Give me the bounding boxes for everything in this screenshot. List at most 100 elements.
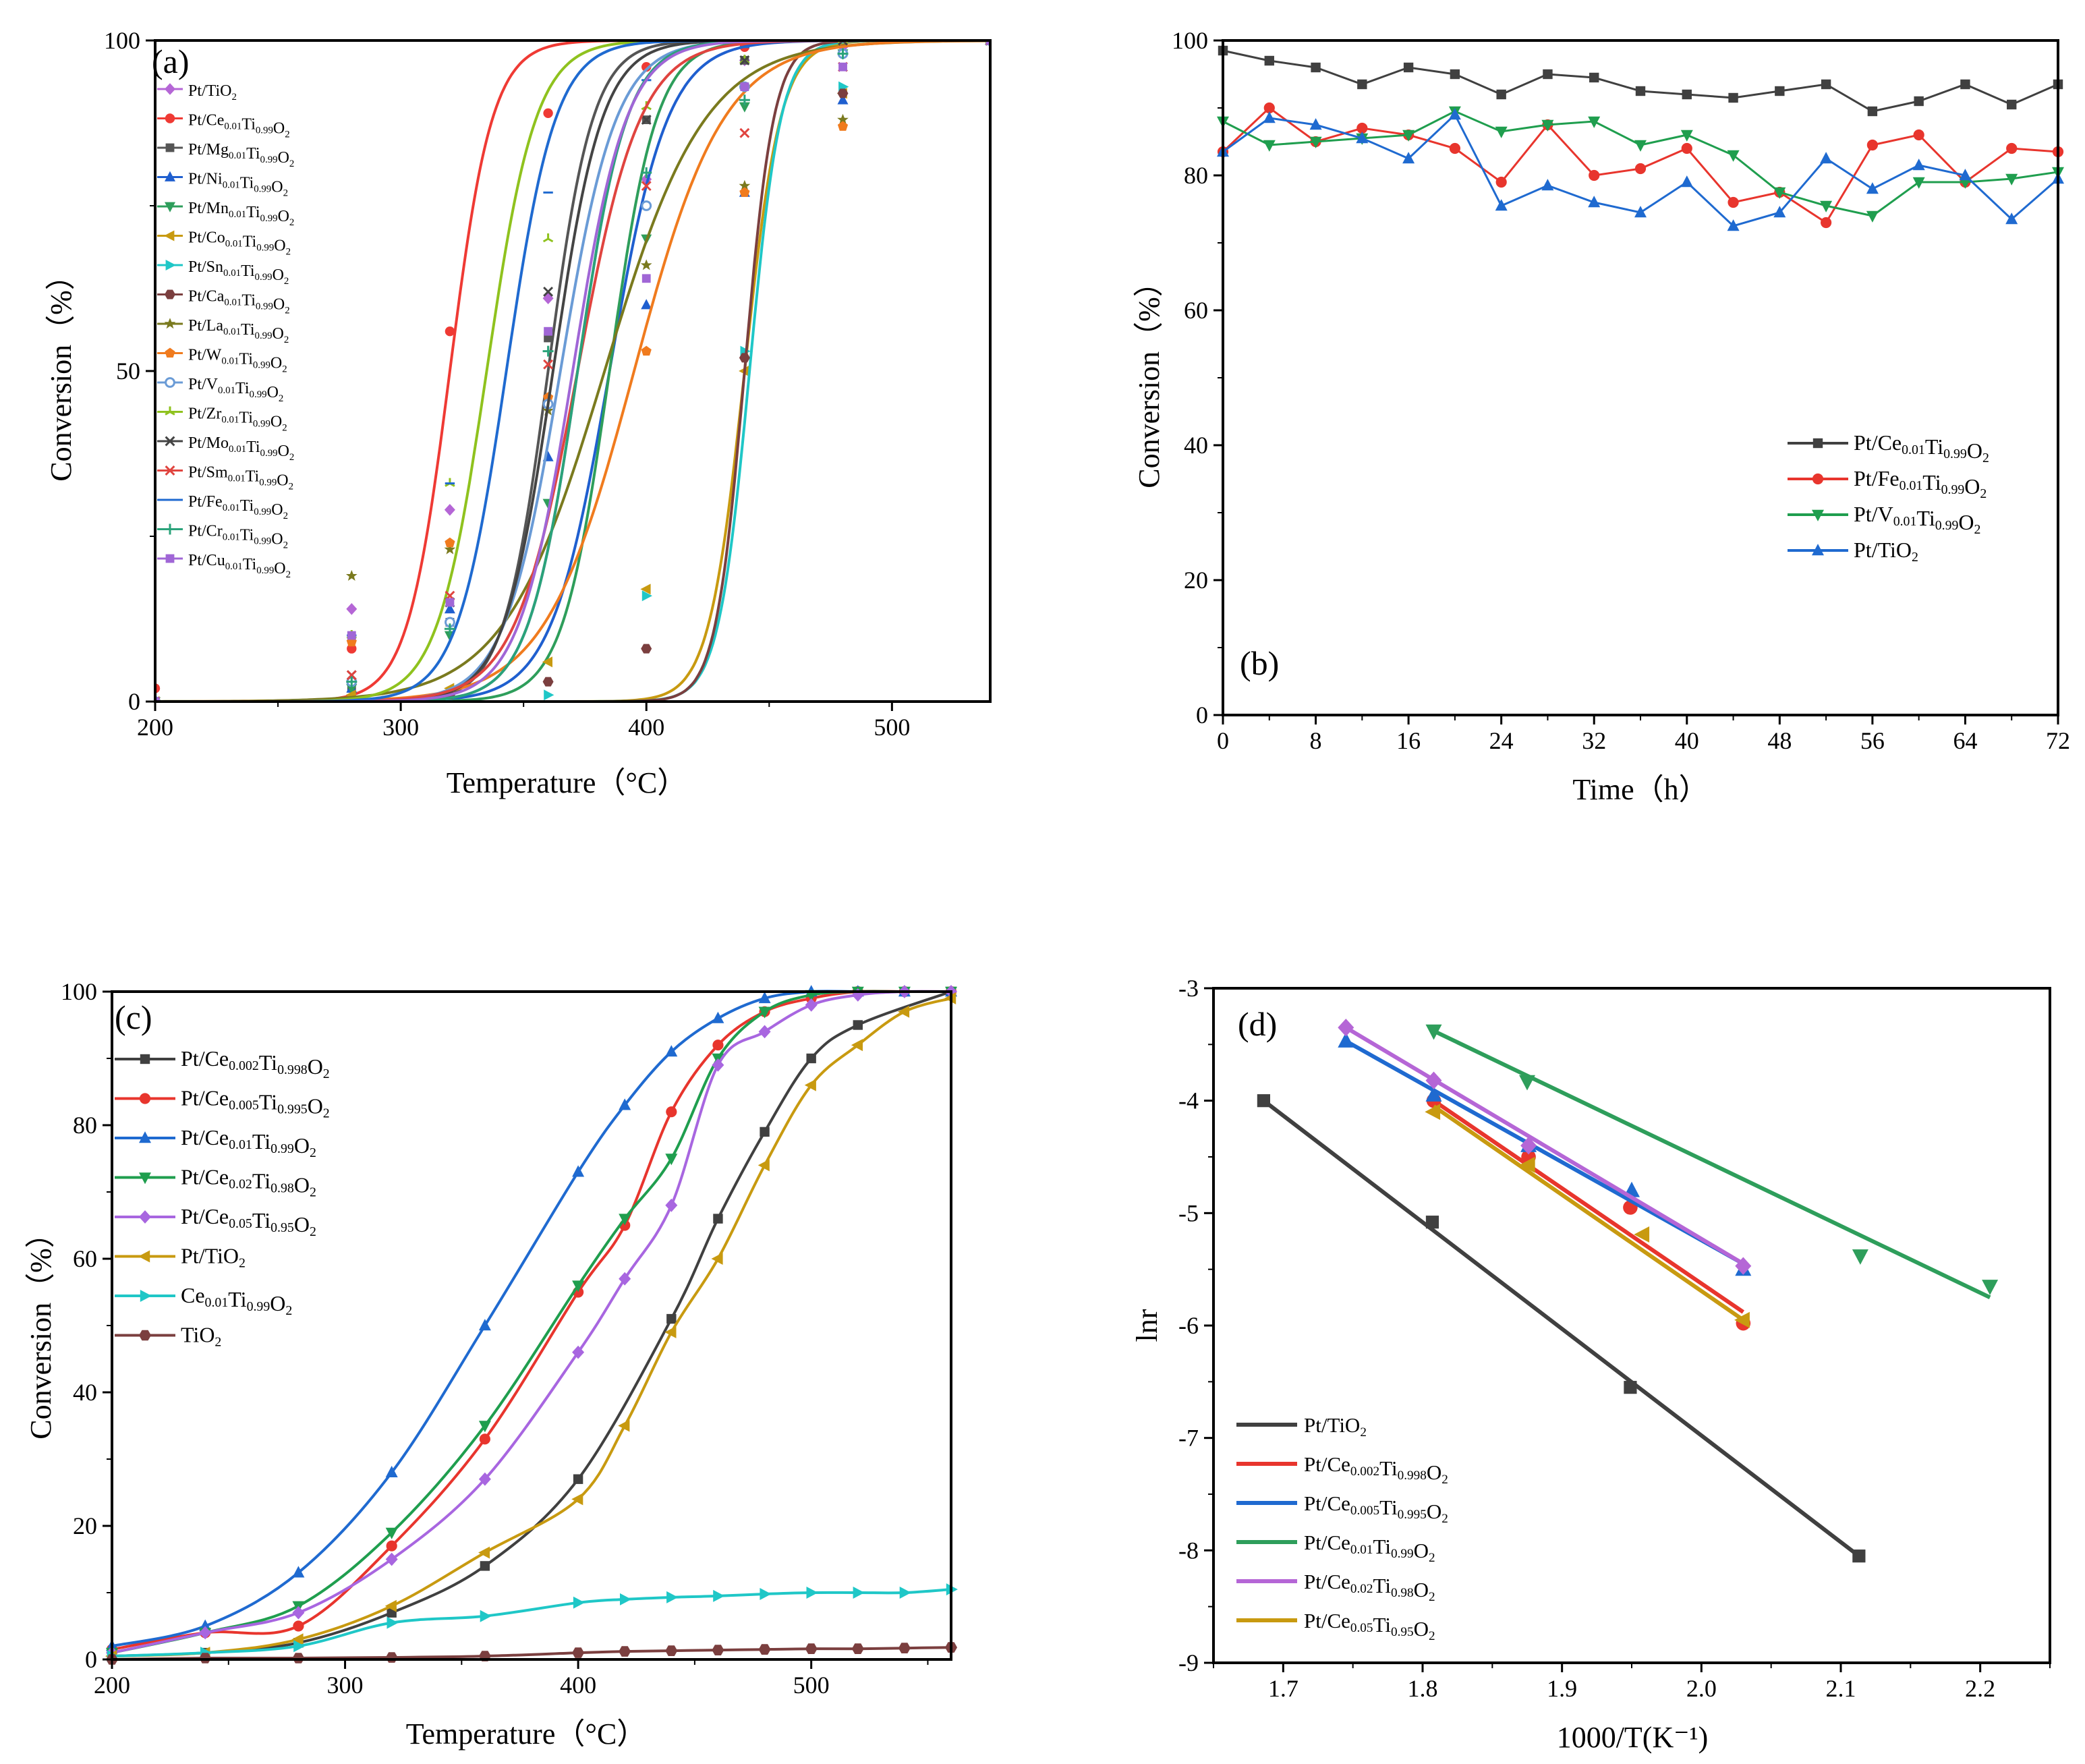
legend-item-tio: TiO2 — [115, 1323, 221, 1350]
point-pt-ce0-05ti0-95o2 — [665, 1198, 678, 1212]
x-axis-label-c: Temperature（°C） — [406, 1717, 647, 1751]
point-pt-w0-01ti0-99o2 — [837, 121, 849, 131]
point-tio — [898, 1643, 911, 1653]
point-pt-la0-01ti0-99o2 — [444, 543, 456, 554]
legend-item-pt-ce0-01ti0-99o2: Pt/Ce0.01Ti0.99O2 — [115, 1125, 316, 1160]
legend-marker — [139, 1210, 151, 1224]
point-pt-sm0-01ti0-99o2 — [641, 181, 652, 192]
legend-label: Pt/Fe0.01Ti0.99O2 — [188, 493, 288, 521]
point-tio — [805, 1643, 818, 1654]
point-pt-tio — [1425, 1216, 1439, 1229]
point-pt-ce0-01ti0-99o2 — [712, 1011, 724, 1023]
point-pt-cr0-01ti0-99o2 — [444, 623, 455, 635]
x-tick-label: 500 — [793, 1672, 830, 1699]
point-pt-ce0-01ti0-99o2 — [641, 62, 652, 72]
point-pt-ce0-02ti0-98o2 — [805, 990, 818, 1002]
legend-item-pt-mg0-01ti0-99o2: Pt/Mg0.01Ti0.99O2 — [157, 141, 294, 169]
point-ce0-01ti0-99o2 — [387, 1616, 399, 1629]
legend-marker — [139, 1093, 151, 1104]
point-tio — [712, 1645, 724, 1655]
point-pt-ce0-01ti0-99o2 — [1852, 1249, 1868, 1265]
y-axis-label-a: Conversion（%） — [45, 260, 78, 482]
curve-pt-ce0-02ti0-98o2 — [111, 990, 951, 1655]
legend-item-pt-la0-01ti0-99o2: Pt/La0.01Ti0.99O2 — [157, 317, 289, 345]
point-pt-ce0-005ti0-995o2 — [293, 1620, 304, 1632]
point-pt-ni0-01ti0-99o2 — [444, 603, 455, 614]
point-pt-ce0-01ti0-99o2 — [1867, 106, 1878, 117]
point-pt-tio — [1634, 206, 1647, 218]
legend-marker — [1812, 509, 1824, 521]
point-pt-ce0-005ti0-995o2 — [479, 1433, 490, 1445]
point-pt-v0-01ti0-99o2 — [1402, 130, 1415, 142]
point-pt-co0-01ti0-99o2 — [640, 584, 651, 595]
legend-item-pt-ce0-005ti0-995o2: Pt/Ce0.005Ti0.995O2 — [115, 1086, 330, 1121]
point-pt-tio — [804, 1079, 816, 1091]
x-axis-label-d: 1000/T(K⁻¹) — [1557, 1721, 1709, 1754]
legend-item-pt-w0-01ti0-99o2: Pt/W0.01Ti0.99O2 — [157, 347, 287, 375]
point-pt-tio — [1727, 219, 1740, 231]
point-pt-sn0-01ti0-99o2 — [544, 689, 554, 701]
legend-label: Pt/Ce0.005Ti0.995O2 — [1304, 1491, 1448, 1526]
y-tick-label: -5 — [1178, 1199, 1199, 1226]
point-pt-tio — [1356, 132, 1369, 144]
point-pt-cu0-01ti0-99o2 — [347, 631, 356, 640]
curve-pt-mg0-01ti0-99o2 — [155, 40, 990, 702]
legend-marker — [165, 436, 175, 447]
legend-label: Pt/Mg0.01Ti0.99O2 — [188, 141, 294, 169]
legend-marker — [165, 260, 176, 271]
point-pt-ce0-05ti0-95o2 — [1519, 1156, 1535, 1173]
point-pt-ce0-01ti0-99o2 — [2007, 99, 2017, 110]
point-pt-co0-01ti0-99o2 — [542, 656, 552, 668]
point-pt-ce0-01ti0-99o2 — [758, 992, 771, 1004]
legend-label: Pt/Mn0.01Ti0.99O2 — [188, 200, 294, 228]
point-pt-tio — [1852, 1549, 1866, 1563]
point-pt-ce0-002ti0-998o2 — [666, 1313, 677, 1324]
point-pt-fe0-01ti0-99o2 — [2006, 142, 2018, 154]
x-tick-label: 2.2 — [1965, 1675, 1995, 1702]
point-pt-ce0-01ti0-99o2 — [1682, 89, 1692, 100]
legend-label: Pt/TiO2 — [188, 82, 237, 103]
legend-label: Pt/Co0.01Ti0.99O2 — [188, 229, 291, 258]
point-pt-fe0-01ti0-99o2 — [1589, 169, 1600, 181]
point-pt-ce0-01ti0-99o2 — [1264, 55, 1274, 66]
x-tick-label: 24 — [1489, 727, 1514, 754]
legend-marker — [165, 406, 175, 416]
legend-item-pt-ce0-01ti0-99o2: Pt/Ce0.01Ti0.99O2 — [1236, 1531, 1435, 1565]
point-pt-ce0-01ti0-99o2 — [1311, 62, 1321, 73]
legend-label: Pt/TiO2 — [1304, 1413, 1367, 1440]
legend-label: Pt/Ce0.002Ti0.998O2 — [181, 1046, 330, 1081]
x-tick-label: 200 — [94, 1672, 130, 1699]
point-pt-w0-01ti0-99o2 — [641, 345, 652, 356]
y-tick-label: 100 — [1172, 27, 1208, 54]
point-pt-ce0-002ti0-998o2 — [806, 1053, 816, 1064]
point-pt-fe0-01ti0-99o2 — [1263, 102, 1275, 114]
point-pt-ce0-02ti0-98o2 — [1425, 1071, 1442, 1089]
legend-item-pt-ce0-01ti0-99o2: Pt/Ce0.01Ti0.99O2 — [1788, 430, 1989, 465]
legend-label: Pt/Cr0.01Ti0.99O2 — [188, 523, 288, 551]
point-pt-ce0-05ti0-95o2 — [619, 1272, 631, 1286]
point-tio — [385, 1652, 398, 1663]
point-pt-tio — [1820, 152, 1833, 164]
legend-item-pt-tio: Pt/TiO2 — [115, 1244, 246, 1271]
point-pt-ce0-01ti0-99o2 — [1496, 89, 1506, 100]
legend-item-pt-cu0-01ti0-99o2: Pt/Cu0.01Ti0.99O2 — [157, 552, 291, 580]
point-pt-mo0-01ti0-99o2 — [543, 286, 554, 297]
point-pt-tio — [291, 1633, 304, 1646]
point-pt-fe0-01ti0-99o2 — [1821, 217, 1832, 229]
x-tick-label: 56 — [1860, 727, 1885, 754]
legend-marker — [139, 1131, 151, 1143]
legend-label: Pt/Ce0.05Ti0.95O2 — [181, 1204, 316, 1239]
legend-marker — [165, 289, 175, 300]
point-pt-ce0-002ti0-998o2 — [760, 1127, 770, 1137]
point-pt-ce0-05ti0-95o2 — [199, 1626, 212, 1640]
point-pt-tio — [1263, 111, 1276, 123]
legend-label: Pt/W0.01Ti0.99O2 — [188, 347, 287, 375]
y-tick-label: 100 — [61, 978, 97, 1005]
point-pt-tio — [898, 1005, 910, 1018]
point-pt-ce0-01ti0-99o2 — [1982, 1280, 1999, 1295]
point-pt-tio — [1624, 1381, 1637, 1394]
legend-label: Pt/Ca0.01Ti0.99O2 — [188, 288, 290, 316]
point-pt-cr0-01ti0-99o2 — [739, 94, 750, 106]
x-tick-label: 16 — [1396, 727, 1421, 754]
point-pt-tio — [1959, 169, 1972, 181]
